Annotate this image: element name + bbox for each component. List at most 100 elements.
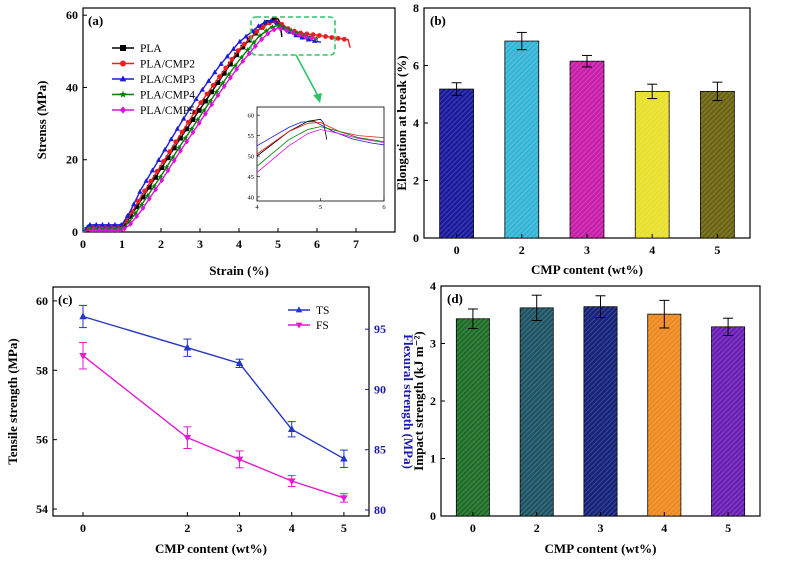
bar-hatch xyxy=(711,455,745,490)
bar-hatch xyxy=(700,182,735,218)
bar-hatch xyxy=(665,500,681,516)
bar-hatch xyxy=(700,107,735,143)
data-point xyxy=(113,225,120,232)
bar-hatch xyxy=(647,470,681,505)
bar-hatch xyxy=(442,207,474,238)
bar-hatch xyxy=(700,172,735,208)
bar-hatch xyxy=(711,370,745,405)
bar-hatch xyxy=(700,132,735,168)
data-point xyxy=(187,105,193,111)
bar xyxy=(504,40,540,239)
bar-hatch xyxy=(711,375,745,410)
bar-hatch xyxy=(439,182,474,218)
bar-hatch xyxy=(583,306,618,340)
bar-hatch xyxy=(711,425,745,460)
bar-hatch xyxy=(635,182,670,218)
bar-hatch xyxy=(439,112,474,148)
data-point xyxy=(307,33,313,40)
x-tick-label: 2 xyxy=(519,243,525,257)
data-point xyxy=(263,27,270,34)
bar-hatch xyxy=(456,375,490,410)
bar-hatch xyxy=(700,162,735,198)
data-point xyxy=(205,78,212,83)
data-point xyxy=(156,157,162,162)
data-point xyxy=(140,194,146,200)
bar-hatch xyxy=(700,122,735,158)
bar-hatch xyxy=(439,172,474,208)
bar-hatch xyxy=(570,137,604,173)
bar-hatch xyxy=(520,307,538,325)
bar-hatch xyxy=(570,97,604,133)
data-point xyxy=(173,139,179,145)
data-point xyxy=(169,154,176,161)
legend-marker xyxy=(120,45,126,51)
bar-hatch xyxy=(504,167,539,203)
bar-hatch xyxy=(583,345,618,380)
x-tick-label: 4 xyxy=(661,521,667,535)
bar-hatch xyxy=(570,82,604,118)
data-point xyxy=(228,74,233,81)
data-point xyxy=(240,44,246,50)
bar-hatch xyxy=(520,330,554,365)
bar-hatch xyxy=(478,505,490,516)
bar-hatch xyxy=(583,450,618,485)
bar-hatch xyxy=(439,89,474,123)
data-point xyxy=(204,91,210,97)
bar-hatch xyxy=(456,355,490,390)
bar-hatch xyxy=(520,390,554,425)
bar-hatch xyxy=(635,127,670,163)
bar-hatch xyxy=(439,147,474,183)
bar-hatch xyxy=(635,137,670,173)
bar-hatch xyxy=(458,485,490,516)
x-tick-label: 2 xyxy=(158,237,164,251)
bar-hatch xyxy=(504,157,539,193)
zoom-arrow-line xyxy=(295,54,319,97)
data-point xyxy=(157,174,164,180)
bar-hatch xyxy=(504,117,539,153)
bar-hatch xyxy=(504,67,539,103)
data-point xyxy=(175,144,182,151)
bar-hatch xyxy=(520,350,554,385)
x-tick-label: 0 xyxy=(454,243,460,257)
data-point xyxy=(79,312,87,320)
bar-hatch xyxy=(700,147,735,183)
bar-hatch xyxy=(520,455,554,490)
bar-hatch xyxy=(456,440,490,475)
bar-hatch xyxy=(711,326,725,340)
data-point xyxy=(93,221,99,227)
x-tick-label: 3 xyxy=(598,521,604,535)
bar-hatch xyxy=(700,91,712,103)
bar-hatch xyxy=(504,142,539,178)
bar-hatch xyxy=(570,77,604,113)
legend: PLA PLA/CMP2 PLA/CMP3 PLA/CMP4 PLA/CMP5 xyxy=(112,43,195,117)
bar-hatch xyxy=(647,340,681,375)
data-point xyxy=(112,221,118,227)
legend-marker xyxy=(295,306,303,313)
data-point xyxy=(135,198,141,204)
bar-hatch xyxy=(456,455,490,490)
bar-hatch xyxy=(711,345,745,380)
x-tick-label: 2 xyxy=(184,521,190,535)
bar-hatch xyxy=(504,152,539,188)
bar-hatch xyxy=(570,157,604,193)
data-point xyxy=(168,136,174,142)
data-point xyxy=(193,96,199,101)
data-point xyxy=(213,88,220,95)
panel-label: (b) xyxy=(430,13,446,28)
bar-hatch xyxy=(635,202,670,238)
bar-hatch xyxy=(635,142,670,178)
bar-hatch xyxy=(570,107,604,143)
data-point xyxy=(121,225,127,232)
bar-hatch xyxy=(439,192,474,228)
bar-hatch xyxy=(456,480,490,515)
bar-hatch xyxy=(456,330,490,365)
data-point xyxy=(94,225,101,232)
data-point xyxy=(313,35,320,42)
data-point xyxy=(238,54,245,61)
data-point xyxy=(128,213,133,219)
bar-group xyxy=(519,294,554,517)
bar-hatch xyxy=(586,485,618,517)
bar-hatch xyxy=(583,310,618,345)
bar-hatch xyxy=(456,415,490,450)
inset-y-tick-label: 40 xyxy=(248,194,255,201)
